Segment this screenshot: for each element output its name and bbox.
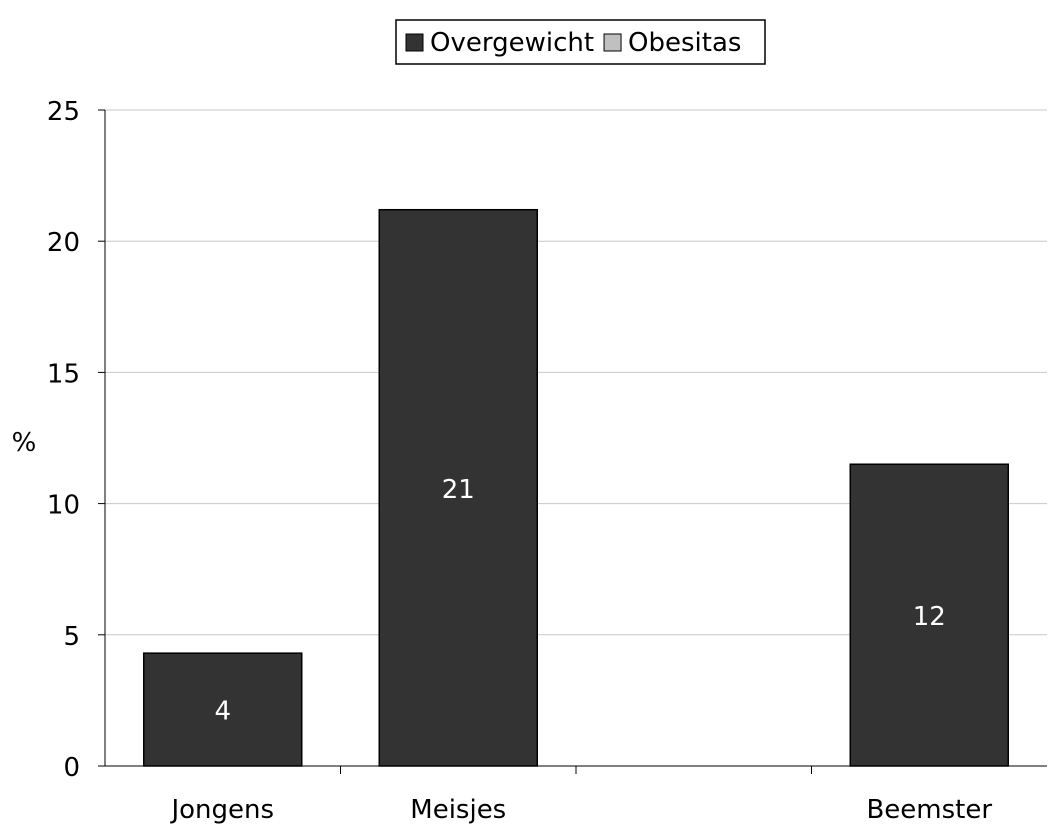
x-tick-label: Meisjes	[410, 795, 506, 825]
bar-value-label: 4	[214, 697, 231, 727]
y-axis-label: %	[12, 428, 37, 458]
legend: Overgewicht Obesitas	[395, 19, 766, 65]
y-tick-label: 10	[47, 491, 80, 521]
legend-box	[395, 19, 766, 65]
bar-value-label: 12	[913, 602, 946, 632]
axes: 0 5 10 15 20 25% Jongens Meisjes Beemster	[12, 97, 1047, 825]
bar-overgewicht	[849, 463, 1009, 767]
data-labels: 4 21 12	[214, 475, 945, 727]
y-tick-label: 15	[47, 359, 80, 389]
legend-swatch	[603, 33, 622, 52]
x-tick-label: Jongens	[169, 795, 274, 825]
bar-overgewicht	[143, 652, 303, 767]
x-tick-label: Beemster	[866, 795, 992, 825]
y-tick-label: 5	[63, 622, 80, 652]
y-tick-label: 0	[63, 753, 80, 783]
bar-overgewicht	[378, 208, 538, 767]
legend-label: Obesitas	[628, 28, 741, 58]
legend-swatch	[405, 33, 424, 52]
bars	[143, 208, 1009, 767]
legend-label: Overgewicht	[430, 28, 594, 58]
y-tick-label: 20	[47, 228, 80, 258]
y-tick-label: 25	[47, 97, 80, 127]
bar-value-label: 21	[442, 475, 475, 505]
